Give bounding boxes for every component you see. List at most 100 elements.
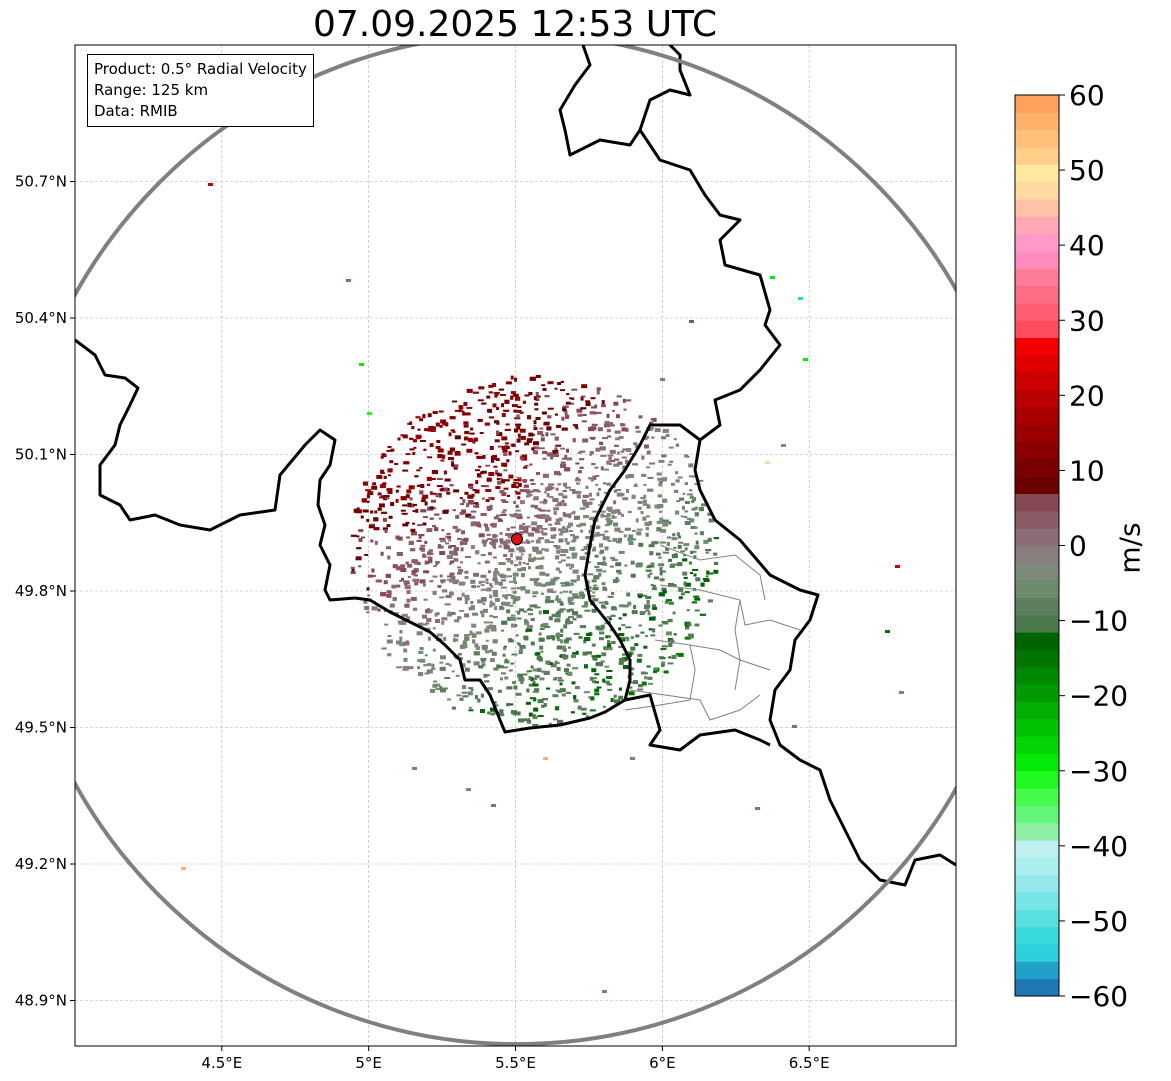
echo-pixel (469, 630, 473, 635)
echo-pixel (601, 400, 605, 405)
echo-pixel (450, 612, 456, 615)
echo-pixel (684, 582, 691, 587)
echo-pixel (605, 517, 611, 521)
echo-pixel (544, 599, 550, 604)
echo-pixel (408, 666, 414, 670)
echo-pixel (358, 538, 363, 542)
echo-pixel (445, 663, 450, 665)
echo-pixel (533, 450, 538, 455)
echo-pixel (498, 713, 505, 717)
echo-pixel (457, 653, 462, 656)
echo-pixel (611, 516, 617, 519)
echo-pixel (449, 550, 456, 555)
echo-pixel (605, 635, 609, 639)
colorbar-segment (1015, 216, 1059, 235)
echo-pixel (391, 584, 397, 588)
echo-pixel (467, 500, 474, 503)
echo-pixel (607, 645, 611, 648)
echo-pixel (407, 502, 412, 507)
echo-pixel (596, 568, 603, 572)
echo-pixel (672, 533, 676, 537)
echo-pixel (628, 541, 634, 545)
echo-pixel (515, 692, 522, 696)
echo-pixel (517, 482, 522, 487)
echo-pixel (567, 582, 574, 586)
echo-pixel (407, 563, 413, 568)
echo-pixel (614, 458, 620, 461)
echo-pixel (676, 500, 681, 503)
echo-pixel (412, 510, 416, 513)
echo-pixel (486, 395, 491, 399)
colorbar-segment (1015, 233, 1059, 252)
echo-pixel (506, 567, 511, 571)
echo-pixel (622, 653, 627, 656)
echo-pixel (613, 607, 617, 611)
echo-pixel (386, 524, 391, 528)
echo-pixel (499, 709, 504, 714)
echo-pixel (412, 439, 417, 443)
echo-pixel (530, 641, 535, 646)
echo-pixel (471, 633, 477, 638)
echo-pixel (519, 524, 524, 527)
echo-pixel (599, 637, 604, 641)
echo-pixel (643, 494, 647, 498)
echo-pixel (570, 563, 574, 568)
echo-pixel (350, 571, 356, 574)
echo-pixel (627, 510, 632, 513)
echo-pixel (600, 510, 606, 513)
echo-pixel (470, 522, 474, 527)
echo-pixel (622, 448, 629, 451)
echo-pixel (448, 562, 452, 565)
echo-pixel (494, 568, 498, 571)
echo-pixel (519, 648, 523, 652)
echo-pixel (589, 453, 593, 456)
echo-pixel (600, 454, 607, 457)
echo-pixel (604, 546, 609, 551)
echo-pixel (683, 576, 688, 579)
colorbar-segment (1015, 389, 1059, 408)
echo-pixel (572, 618, 577, 621)
echo-pixel (625, 626, 632, 629)
echo-pixel (487, 711, 491, 715)
echo-pixel (530, 433, 535, 436)
echo-pixel (660, 528, 667, 533)
echo-pixel (626, 592, 631, 597)
echo-pixel (660, 378, 665, 381)
echo-pixel (541, 434, 545, 437)
echo-pixel (420, 544, 426, 547)
echo-pixel (654, 576, 659, 580)
echo-pixel (535, 398, 540, 402)
echo-pixel (459, 697, 464, 701)
echo-pixel (631, 538, 636, 541)
echo-pixel (537, 430, 544, 435)
echo-pixel (400, 564, 406, 569)
echo-pixel (440, 579, 444, 583)
echo-pixel (594, 554, 599, 558)
echo-pixel (576, 575, 580, 578)
echo-pixel (673, 546, 677, 549)
colorbar-segment (1015, 944, 1059, 962)
echo-pixel (529, 463, 533, 466)
echo-pixel (595, 532, 600, 535)
echo-pixel (403, 580, 410, 583)
echo-pixel (519, 549, 526, 553)
echo-pixel (529, 604, 536, 608)
echo-pixel (477, 562, 481, 565)
echo-pixel (555, 555, 560, 560)
echo-pixel (560, 389, 565, 392)
echo-pixel (435, 495, 442, 498)
echo-pixel (591, 677, 597, 680)
echo-pixel (641, 473, 647, 477)
echo-pixel (420, 440, 426, 442)
echo-pixel (449, 560, 454, 564)
echo-pixel (621, 624, 626, 627)
echo-pixel (480, 588, 487, 591)
echo-pixel (522, 400, 526, 404)
echo-pixel (565, 401, 571, 405)
echo-pixel (471, 605, 475, 610)
echo-pixel (563, 590, 568, 593)
admin-line (689, 644, 696, 701)
echo-pixel (543, 421, 550, 425)
echo-pixel (556, 424, 562, 428)
echo-pixel (550, 534, 556, 539)
